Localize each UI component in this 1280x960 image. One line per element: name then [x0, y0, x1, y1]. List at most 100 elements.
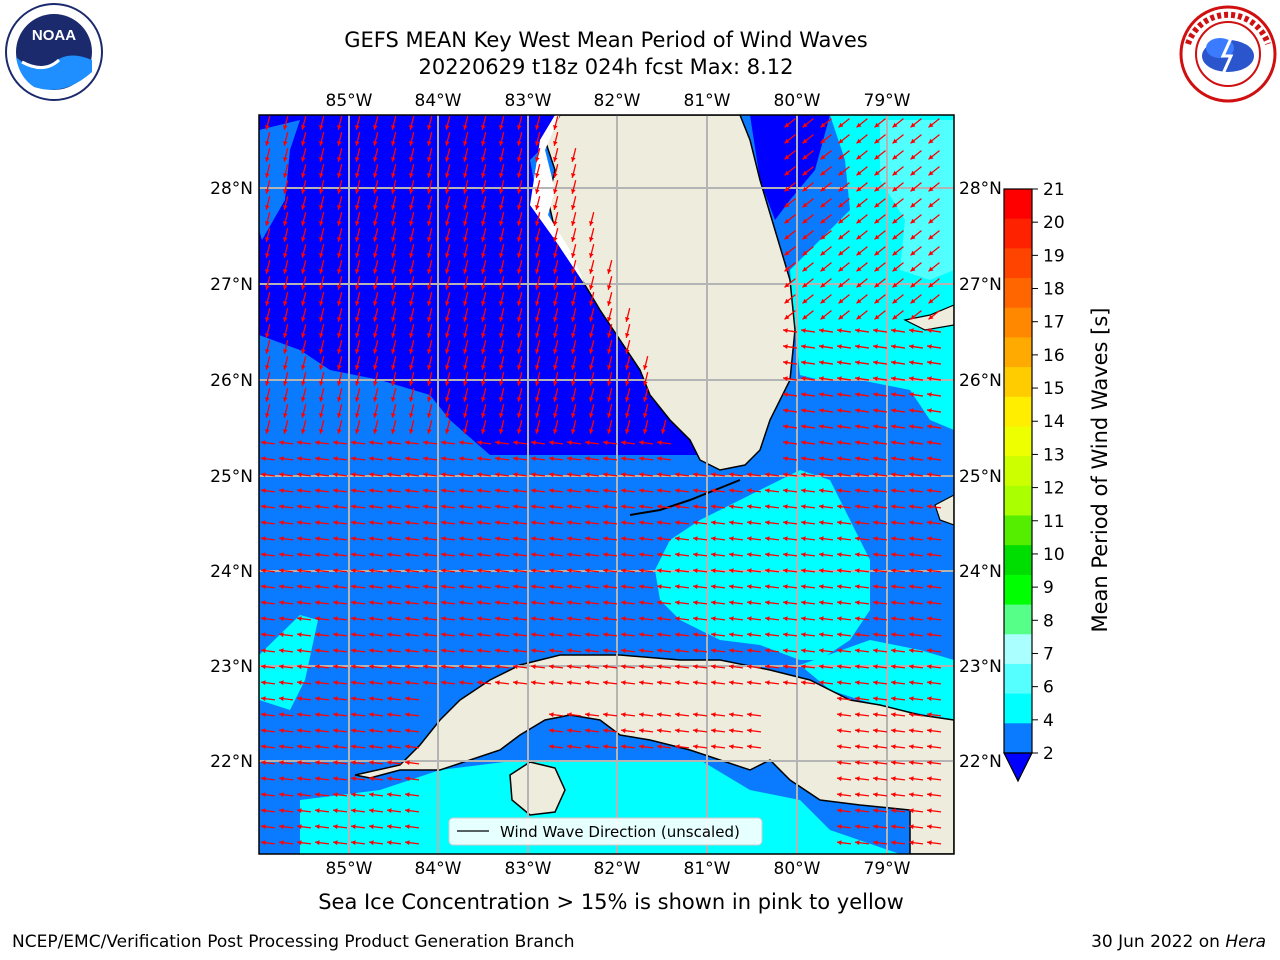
wave-direction-arrow	[386, 472, 402, 478]
wave-direction-arrow	[494, 632, 510, 638]
wave-direction-arrow	[260, 600, 276, 606]
wave-direction-arrow	[874, 118, 886, 128]
wave-direction-arrow	[553, 132, 559, 146]
wave-direction-arrow	[584, 616, 600, 622]
wave-direction-arrow	[856, 262, 868, 272]
wave-direction-arrow	[553, 388, 559, 402]
wave-direction-arrow	[928, 278, 940, 288]
wave-direction-arrow	[728, 680, 744, 686]
wave-direction-arrow	[674, 584, 690, 590]
wave-direction-arrow	[373, 324, 379, 338]
wave-direction-arrow	[373, 372, 379, 386]
wave-direction-arrow	[674, 472, 690, 478]
wave-direction-arrow	[553, 292, 559, 306]
wave-direction-arrow	[800, 552, 816, 558]
wave-direction-arrow	[890, 728, 906, 734]
wave-direction-arrow	[692, 568, 708, 574]
wave-direction-arrow	[620, 504, 636, 510]
wave-direction-arrow	[692, 600, 708, 606]
wave-direction-arrow	[571, 180, 577, 194]
wave-direction-arrow	[404, 824, 420, 830]
colorbar-segment	[1004, 604, 1032, 635]
wave-direction-arrow	[368, 456, 384, 462]
wave-direction-arrow	[926, 392, 942, 397]
wave-direction-arrow	[656, 488, 672, 494]
wave-direction-arrow	[800, 328, 816, 333]
wave-direction-arrow	[890, 552, 906, 558]
wave-direction-arrow	[332, 552, 348, 558]
wave-direction-arrow	[818, 424, 834, 429]
florida-keys	[629, 479, 741, 516]
wave-direction-arrow	[301, 116, 307, 130]
wave-direction-arrow	[445, 404, 451, 418]
wave-direction-arrow	[638, 504, 654, 510]
wave-direction-arrow	[802, 214, 814, 224]
wave-direction-arrow	[404, 568, 420, 574]
wave-direction-arrow	[602, 488, 618, 494]
wave-direction-arrow	[854, 568, 870, 574]
wave-direction-arrow	[350, 472, 366, 478]
wave-direction-arrow	[800, 632, 816, 638]
wave-direction-arrow	[319, 244, 325, 258]
wave-direction-arrow	[589, 372, 595, 386]
wave-direction-arrow	[476, 680, 492, 686]
wave-direction-arrow	[836, 728, 852, 734]
lon-label-top: 85°W	[326, 91, 373, 111]
wave-direction-arrow	[265, 340, 271, 354]
wave-direction-arrow	[404, 440, 420, 446]
wave-direction-arrow	[571, 420, 577, 434]
wave-direction-arrow	[337, 164, 343, 178]
wave-direction-arrow	[710, 584, 726, 590]
wave-direction-arrow	[278, 808, 294, 814]
wave-direction-arrow	[278, 488, 294, 494]
wave-direction-arrow	[800, 584, 816, 590]
wave-direction-arrow	[638, 728, 654, 734]
wave-direction-arrow	[602, 664, 618, 670]
wave-direction-arrow	[602, 744, 618, 750]
wave-direction-arrow	[427, 164, 433, 178]
lon-label-bottom: 84°W	[415, 859, 462, 879]
wave-direction-arrow	[818, 616, 834, 622]
wave-direction-arrow	[355, 212, 361, 226]
wave-direction-arrow	[422, 504, 438, 510]
wave-direction-arrow	[908, 504, 924, 510]
wave-direction-arrow	[872, 408, 888, 413]
wave-direction-arrow	[260, 808, 276, 814]
wave-direction-arrow	[908, 344, 924, 349]
wave-direction-arrow	[548, 552, 564, 558]
wave-direction-arrow	[373, 404, 379, 418]
wave-direction-arrow	[818, 632, 834, 638]
wave-direction-arrow	[872, 440, 888, 445]
wave-direction-arrow	[517, 356, 523, 370]
wave-direction-arrow	[355, 180, 361, 194]
wave-direction-arrow	[890, 760, 906, 766]
wave-direction-arrow	[440, 664, 456, 670]
wave-direction-arrow	[566, 504, 582, 510]
wave-direction-arrow	[836, 328, 852, 333]
wave-direction-arrow	[314, 616, 330, 622]
wave-direction-arrow	[260, 840, 276, 846]
wave-direction-arrow	[301, 196, 307, 210]
wave-direction-arrow	[802, 198, 814, 208]
wave-direction-arrow	[499, 244, 505, 258]
wave-direction-arrow	[674, 664, 690, 670]
wave-direction-arrow	[892, 198, 904, 208]
wave-direction-arrow	[391, 276, 397, 290]
wave-direction-arrow	[872, 664, 888, 670]
wave-direction-arrow	[710, 536, 726, 542]
wave-direction-arrow	[499, 196, 505, 210]
wave-direction-arrow	[872, 568, 888, 574]
wave-direction-arrow	[800, 648, 816, 654]
wave-direction-arrow	[386, 792, 402, 798]
wave-direction-arrow	[802, 262, 814, 272]
wave-direction-arrow	[674, 728, 690, 734]
wave-direction-arrow	[296, 696, 312, 702]
wave-direction-arrow	[409, 372, 415, 386]
wave-direction-arrow	[332, 680, 348, 686]
ocean-pale-region-east	[880, 120, 954, 280]
wave-direction-arrow	[355, 420, 361, 434]
wave-direction-arrow	[782, 456, 798, 461]
wave-direction-arrow	[350, 520, 366, 526]
wave-direction-arrow	[427, 420, 433, 434]
wave-direction-arrow	[656, 584, 672, 590]
